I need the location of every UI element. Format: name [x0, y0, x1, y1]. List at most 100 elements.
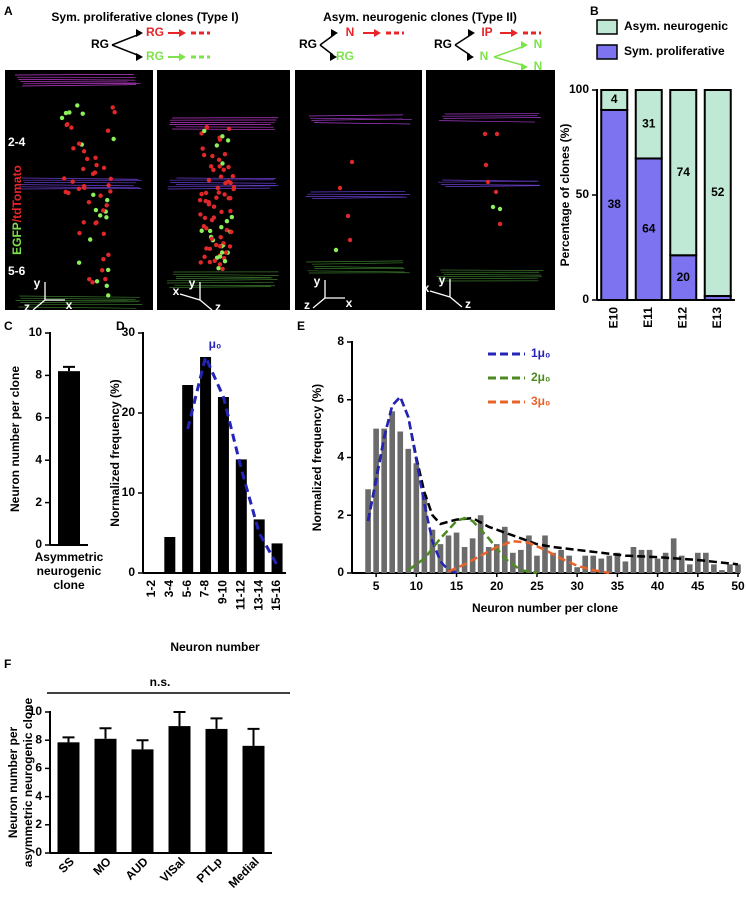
- connector: [445, 185, 541, 187]
- bar: [493, 544, 500, 573]
- bar: [461, 547, 468, 573]
- cell-dot: [220, 134, 225, 139]
- cell-dot: [61, 176, 67, 181]
- error-bar: [210, 717, 223, 729]
- cell-dot: [199, 191, 204, 197]
- cell-dot: [206, 202, 212, 207]
- cell-dot: [203, 198, 208, 204]
- bar: [630, 547, 637, 573]
- lineage-label: RG: [91, 37, 109, 51]
- connector: [176, 277, 273, 279]
- cell-dot: [217, 262, 223, 267]
- connector: [306, 260, 403, 263]
- connector: [449, 296, 463, 308]
- legend-label: 2μ₀: [531, 370, 550, 384]
- cell-dot: [67, 110, 72, 115]
- cell-dot: [86, 199, 92, 205]
- error-bar: [99, 727, 112, 739]
- arrow-head: [374, 29, 381, 37]
- cell-dot: [228, 196, 233, 201]
- y-tick-label: 30: [122, 325, 136, 339]
- bar: [550, 552, 556, 573]
- cell-dot: [106, 252, 111, 257]
- micrograph: [295, 70, 422, 310]
- cell-dot: [108, 176, 114, 182]
- cell-dot: [94, 162, 99, 168]
- y-tick-label: 6: [35, 761, 42, 775]
- cell-dot: [216, 265, 221, 271]
- cell-dot: [209, 236, 215, 241]
- cell-dot: [485, 179, 491, 185]
- connector: [443, 274, 542, 276]
- x-tick-label: 5-6: [180, 580, 194, 598]
- bar-segment: [634, 89, 663, 160]
- connector: [167, 185, 276, 188]
- lineage-label: RG: [299, 37, 317, 51]
- connector: [32, 299, 46, 311]
- bar: [242, 745, 265, 853]
- count-label: 20: [677, 270, 691, 284]
- arrow-head: [521, 63, 528, 71]
- connector: [311, 118, 403, 121]
- connector: [305, 196, 405, 198]
- cell-dot: [203, 190, 209, 196]
- y-tick-label: 0: [35, 845, 42, 859]
- cell-dot: [105, 267, 111, 273]
- stage-label: 5-6: [8, 264, 26, 278]
- cell-dot: [211, 215, 217, 220]
- lineage-label: N: [534, 59, 543, 73]
- y-tick-label: 100: [569, 82, 589, 96]
- stain-label: EGFP/tdTomato: [10, 165, 24, 255]
- fit-curve: [366, 394, 739, 566]
- connector: [439, 120, 536, 123]
- bar: [566, 555, 572, 573]
- cell-dot: [216, 157, 222, 163]
- bar: [638, 549, 645, 573]
- cell-dot: [100, 208, 106, 213]
- fit-curve: [186, 352, 279, 566]
- cell-dot: [106, 293, 111, 298]
- connector: [440, 184, 540, 186]
- bar: [558, 549, 564, 573]
- cell-dot: [59, 115, 65, 121]
- bar: [678, 555, 685, 573]
- bar: [413, 463, 420, 573]
- bar: [719, 570, 725, 573]
- cell-dot: [70, 179, 75, 184]
- cell-dot: [198, 260, 203, 265]
- cell-dot: [207, 246, 212, 252]
- connector: [312, 196, 408, 199]
- micrograph: [426, 70, 555, 310]
- arrow-head: [179, 29, 186, 37]
- cell-dot: [229, 229, 234, 235]
- cell-dot: [202, 215, 208, 221]
- cell-dot: [333, 247, 339, 253]
- cell-dot: [80, 111, 85, 116]
- y-tick-label: 8: [35, 732, 42, 746]
- cell-dot: [108, 189, 113, 194]
- x-tick-label: SS: [56, 854, 77, 875]
- stain-part: tdTomato: [10, 165, 24, 219]
- cell-dot: [202, 128, 207, 134]
- cell-dot: [218, 174, 224, 179]
- connector: [319, 44, 334, 56]
- cell-dot: [213, 242, 219, 248]
- cell-dot: [226, 164, 231, 170]
- annotation: μ₀: [209, 337, 222, 351]
- x-tick-label: MO: [90, 854, 114, 878]
- cell-dot: [219, 250, 225, 255]
- y-axis-label: Neuron number per: [6, 727, 20, 839]
- bar: [654, 558, 661, 573]
- cell-dot: [212, 258, 217, 263]
- annotation: n.s.: [150, 675, 171, 689]
- error-bar: [62, 736, 75, 743]
- legend-label: Sym. proliferative: [624, 44, 725, 58]
- bar: [445, 535, 452, 573]
- cell-dot: [208, 164, 214, 169]
- cell-dot: [197, 198, 203, 203]
- y-tick-label: 4: [337, 450, 344, 464]
- cell-dot: [98, 193, 103, 198]
- cell-dot: [217, 137, 223, 142]
- cell-dot: [347, 237, 353, 243]
- legend-label: 3μ₀: [531, 394, 550, 408]
